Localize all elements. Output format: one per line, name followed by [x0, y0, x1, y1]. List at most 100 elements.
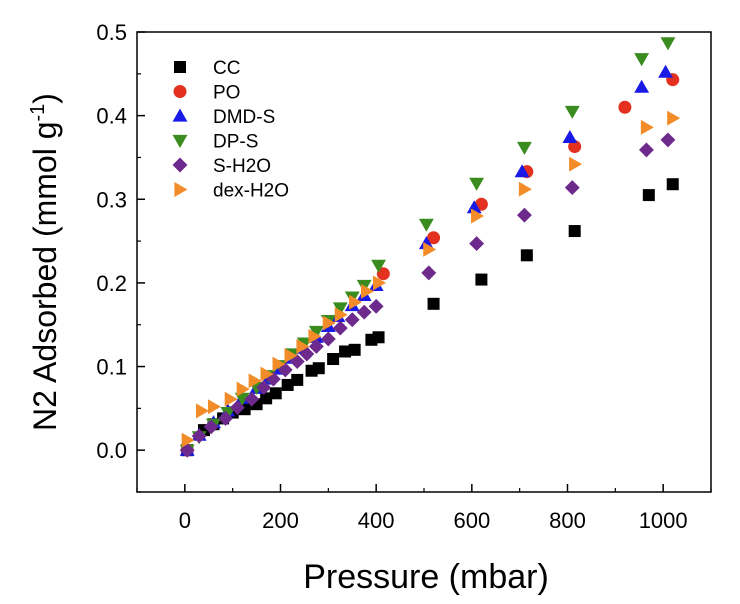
data-point — [421, 265, 437, 281]
data-point — [372, 275, 386, 291]
x-tick-label: 1000 — [639, 508, 688, 533]
data-markers — [179, 37, 681, 458]
y-tick-label: 0.5 — [96, 20, 127, 45]
data-point — [634, 79, 650, 93]
data-point — [564, 180, 580, 196]
data-point — [418, 236, 434, 250]
data-point — [308, 328, 322, 344]
data-point — [642, 189, 655, 202]
data-point — [320, 331, 336, 347]
data-point — [466, 200, 482, 214]
data-point — [520, 249, 533, 262]
legend-label: CC — [213, 58, 240, 79]
data-point — [638, 142, 654, 158]
legend-label: S-H2O — [213, 156, 271, 177]
y-tick-label: 0.0 — [96, 438, 127, 463]
data-point — [207, 399, 221, 415]
data-point — [181, 432, 195, 448]
data-point — [230, 400, 245, 415]
data-point — [660, 37, 676, 51]
data-point — [568, 225, 581, 238]
data-point — [236, 381, 250, 397]
data-point — [514, 164, 530, 178]
y-axis-title: N2 Adsorbed (mmol g-1) — [27, 93, 63, 431]
data-point — [475, 273, 488, 286]
data-point — [372, 331, 385, 344]
data-point — [568, 140, 582, 154]
y-axis-title-superscript: -1 — [27, 104, 49, 122]
data-point — [299, 346, 315, 362]
data-point — [272, 356, 286, 372]
legend-marker — [174, 182, 188, 197]
legend-item: DP-S — [172, 132, 258, 153]
legend-marker — [172, 157, 188, 173]
data-point — [658, 64, 673, 78]
legend-item: DMD-S — [172, 107, 275, 128]
data-point — [618, 100, 632, 114]
data-point — [284, 348, 298, 364]
data-point — [418, 218, 434, 232]
data-point — [322, 315, 336, 331]
legend-label: PO — [213, 83, 240, 104]
data-point — [368, 298, 384, 314]
data-point — [666, 178, 679, 191]
data-point — [471, 208, 485, 224]
data-point — [332, 302, 348, 316]
data-point — [423, 242, 437, 257]
legend-item: dex-H2O — [174, 181, 289, 202]
x-axis-title: Pressure (mbar) — [303, 558, 549, 596]
legend-item: PO — [173, 83, 240, 104]
data-point — [244, 391, 260, 407]
data-point — [361, 283, 375, 299]
data-point — [269, 387, 282, 400]
y-tick-label: 0.3 — [96, 187, 127, 212]
y-axis-title-close: ) — [27, 93, 63, 104]
data-point — [517, 141, 532, 155]
legend-item: S-H2O — [172, 156, 271, 177]
data-point — [334, 307, 348, 323]
y-tick-label: 0.4 — [96, 104, 127, 129]
data-point — [469, 177, 485, 191]
data-point — [517, 207, 532, 223]
data-point — [349, 294, 363, 310]
data-point — [296, 339, 310, 354]
legend-item: CC — [174, 58, 240, 79]
data-point — [469, 236, 485, 252]
x-axis-ticks — [136, 484, 712, 492]
data-point — [308, 325, 324, 339]
data-point — [260, 366, 274, 382]
data-point — [344, 312, 360, 328]
data-point — [312, 362, 325, 375]
data-point — [332, 320, 348, 336]
legend-marker — [174, 61, 186, 73]
data-point — [203, 419, 219, 435]
data-point — [224, 391, 238, 407]
data-point — [195, 403, 210, 419]
y-axis-tick-labels: 0.0 0.1 0.2 0.3 0.4 0.5 — [96, 20, 127, 463]
legend-marker — [172, 134, 188, 148]
y-axis-title-main: N2 Adsorbed (mmol g — [27, 121, 63, 430]
data-point — [427, 297, 440, 310]
y-axis-ticks — [137, 31, 145, 493]
data-point — [250, 398, 263, 411]
data-point — [248, 373, 262, 389]
x-tick-label: 0 — [179, 508, 191, 533]
data-point — [327, 353, 340, 366]
data-point — [569, 156, 583, 172]
data-point — [260, 392, 273, 405]
data-point — [376, 267, 390, 281]
data-point — [234, 392, 250, 406]
x-tick-label: 600 — [453, 508, 490, 533]
x-axis-tick-labels: 0 200 400 600 800 1000 — [179, 508, 688, 533]
series-s-h2o — [179, 132, 676, 458]
data-point — [564, 105, 580, 119]
data-point — [562, 129, 578, 143]
y-tick-label: 0.2 — [96, 271, 127, 296]
legend-label: dex-H2O — [213, 181, 289, 202]
data-point — [371, 259, 386, 273]
x-tick-label: 200 — [262, 508, 299, 533]
data-point — [518, 181, 532, 197]
data-point — [339, 345, 352, 358]
data-point — [308, 339, 324, 354]
data-point — [667, 110, 681, 126]
